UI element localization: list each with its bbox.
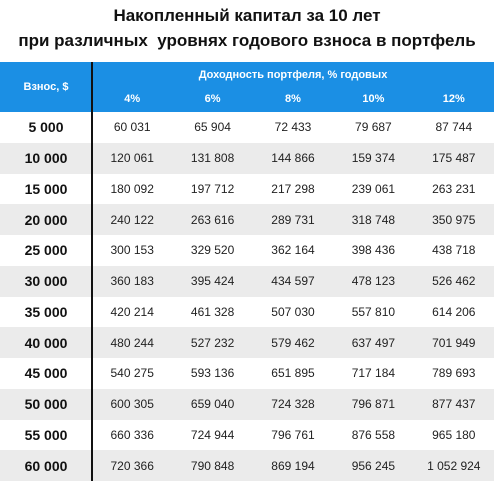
cell-value: 329 520 <box>190 243 235 258</box>
row-background <box>0 450 494 481</box>
cell-value: 240 122 <box>110 212 154 227</box>
cell-value: 579 462 <box>271 335 315 350</box>
row-header: 55 000 <box>24 426 68 443</box>
cell-value: 420 214 <box>110 304 154 319</box>
row-header: 45 000 <box>24 365 68 382</box>
cell-value: 239 061 <box>351 181 396 196</box>
column-header: 8% <box>285 93 301 105</box>
cell-value: 720 366 <box>110 458 154 473</box>
cell-value: 659 040 <box>190 397 235 412</box>
cell-value: 197 712 <box>190 181 235 196</box>
cell-value: 540 275 <box>110 366 154 381</box>
row-header: 30 000 <box>24 273 68 290</box>
cell-value: 789 693 <box>432 366 476 381</box>
cell-value: 131 808 <box>190 151 235 166</box>
row-background <box>0 112 494 143</box>
cell-value: 461 328 <box>190 304 235 319</box>
row-header: 35 000 <box>24 303 68 320</box>
row-background <box>0 388 494 420</box>
cell-value: 600 305 <box>110 397 154 412</box>
cell-value: 263 616 <box>190 212 235 227</box>
cell-value: 350 975 <box>432 212 476 227</box>
row-background <box>0 265 494 297</box>
column-header: 10% <box>362 93 385 105</box>
cell-value: 876 558 <box>351 427 396 442</box>
cell-value: 175 487 <box>432 151 476 166</box>
cell-value: 300 153 <box>110 243 154 258</box>
row-background <box>0 142 494 174</box>
cell-value: 796 761 <box>271 427 315 442</box>
row-header: 60 000 <box>24 457 68 474</box>
cell-value: 318 748 <box>351 212 396 227</box>
cell-value: 159 374 <box>351 151 396 166</box>
cell-value: 526 462 <box>432 274 476 289</box>
header-background <box>0 62 494 112</box>
cell-value: 717 184 <box>351 366 396 381</box>
cell-value: 87 744 <box>435 120 473 135</box>
row-background <box>0 173 494 205</box>
cell-value: 877 437 <box>432 397 476 412</box>
cell-value: 965 180 <box>432 427 476 442</box>
group-header: Доходность портфеля, % годовых <box>198 69 388 81</box>
title-line: Накопленный капитал за 10 лет <box>113 6 381 25</box>
column-divider <box>91 62 93 481</box>
cell-value: 527 232 <box>190 335 235 350</box>
cell-value: 593 136 <box>190 366 235 381</box>
cell-value: 395 424 <box>190 274 235 289</box>
row-header: 40 000 <box>24 334 68 351</box>
table: Взнос, $ Доходность портфеля, % годовых 4%… <box>0 62 494 481</box>
column-header: 6% <box>204 93 221 105</box>
row-background <box>0 419 494 451</box>
row-header: 50 000 <box>24 396 68 413</box>
row-background <box>0 327 494 358</box>
cell-value: 79 687 <box>355 120 392 135</box>
column-header: 12% <box>442 93 465 105</box>
cell-value: 724 328 <box>271 397 315 412</box>
row-background <box>0 235 494 266</box>
cell-value: 263 231 <box>432 181 476 196</box>
cell-value: 480 244 <box>110 335 154 350</box>
cell-value: 724 944 <box>190 427 235 442</box>
cell-value: 289 731 <box>271 212 315 227</box>
cell-value: 796 871 <box>351 397 396 412</box>
row-background <box>0 204 494 235</box>
cell-value: 60 031 <box>113 120 151 135</box>
cell-value: 557 810 <box>351 304 396 319</box>
row-background <box>0 296 494 328</box>
cell-value: 956 245 <box>351 458 396 473</box>
column-header: 4% <box>124 93 141 105</box>
cell-value: 1 052 924 <box>427 458 481 473</box>
cell-value: 434 597 <box>271 274 315 289</box>
corner-header: Взнос, $ <box>23 81 69 93</box>
cell-value: 790 848 <box>190 458 235 473</box>
cell-value: 120 061 <box>110 151 154 166</box>
cell-value: 398 436 <box>351 243 396 258</box>
cell-value: 637 497 <box>351 335 396 350</box>
cell-value: 438 718 <box>432 243 476 258</box>
cell-value: 360 183 <box>110 274 154 289</box>
title-line: при различных уровнях годового взноса в … <box>18 31 476 50</box>
row-header: 5 000 <box>28 119 64 136</box>
row-header: 10 000 <box>24 150 68 167</box>
cell-value: 72 433 <box>274 120 312 135</box>
cell-value: 362 164 <box>271 243 315 258</box>
row-header: 25 000 <box>24 242 68 259</box>
cell-value: 217 298 <box>271 181 315 196</box>
row-header: 20 000 <box>24 211 68 228</box>
row-background <box>0 358 494 389</box>
cell-value: 180 092 <box>110 181 154 196</box>
cell-value: 651 895 <box>271 366 315 381</box>
cell-value: 660 336 <box>110 427 154 442</box>
cell-value: 65 904 <box>194 120 231 135</box>
row-header: 15 000 <box>24 180 68 197</box>
cell-value: 869 194 <box>271 458 315 473</box>
cell-value: 144 866 <box>271 151 315 166</box>
cell-value: 701 949 <box>432 335 476 350</box>
cell-value: 614 206 <box>432 304 476 319</box>
cell-value: 507 030 <box>271 304 315 319</box>
cell-value: 478 123 <box>351 274 396 289</box>
